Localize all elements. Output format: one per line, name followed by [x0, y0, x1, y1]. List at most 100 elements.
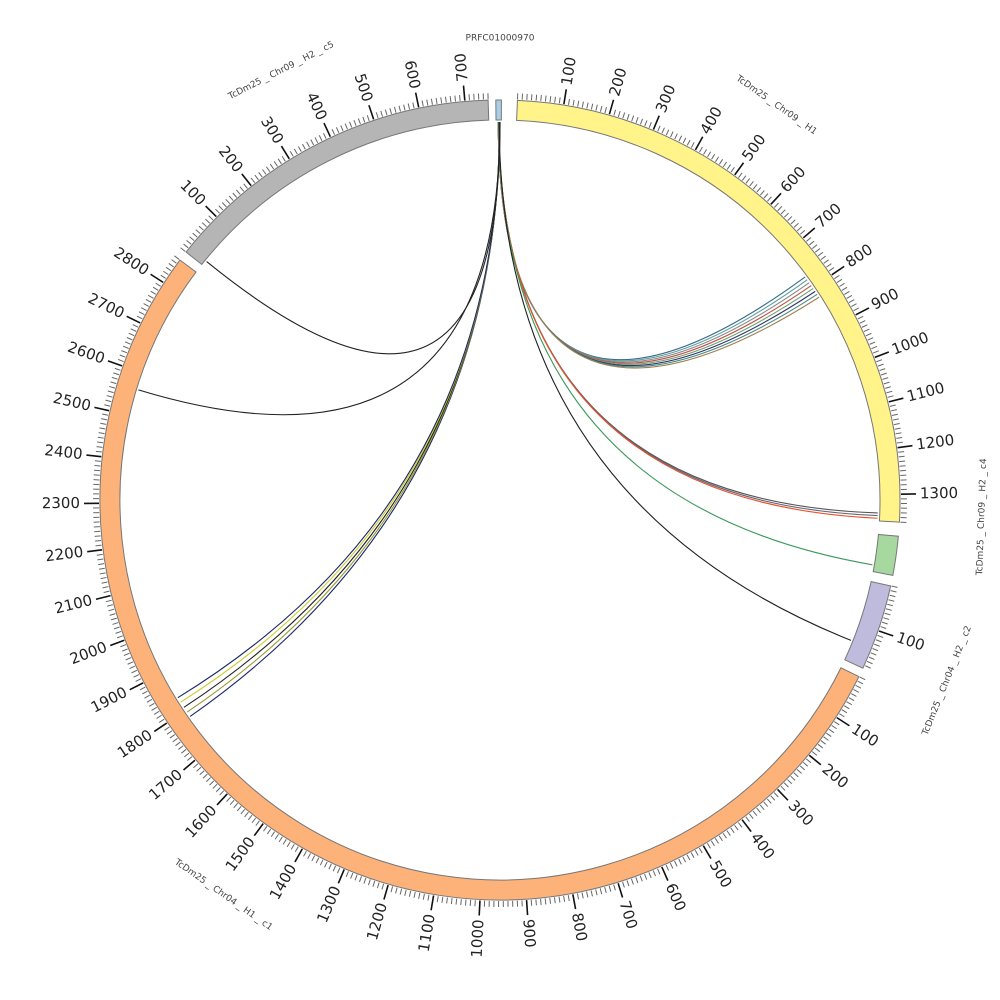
- minor-tick: [859, 320, 866, 324]
- minor-tick: [163, 270, 169, 276]
- minor-tick: [109, 385, 116, 389]
- minor-tick: [698, 847, 703, 854]
- minor-tick: [133, 674, 140, 678]
- minor-tick: [198, 225, 204, 231]
- major-tick: [216, 793, 228, 806]
- minor-tick: [132, 324, 139, 328]
- minor-tick: [877, 634, 884, 638]
- minor-tick: [844, 290, 850, 295]
- minor-tick: [286, 841, 291, 848]
- minor-tick: [586, 891, 589, 898]
- major-tick: [525, 900, 529, 916]
- major-tick: [770, 192, 782, 205]
- minor-tick: [581, 892, 584, 899]
- minor-tick: [255, 820, 260, 826]
- tick-label: 100: [848, 720, 882, 751]
- minor-tick: [859, 676, 866, 681]
- minor-tick: [244, 811, 249, 818]
- minor-tick: [626, 113, 630, 120]
- minor-tick: [111, 376, 118, 380]
- minor-tick: [887, 603, 894, 607]
- minor-tick: [186, 756, 193, 761]
- minor-tick: [674, 860, 678, 867]
- major-tick: [478, 900, 481, 916]
- minor-tick: [376, 882, 380, 889]
- minor-tick: [866, 660, 873, 665]
- minor-tick: [138, 311, 145, 316]
- minor-tick: [883, 381, 890, 385]
- minor-tick: [120, 644, 127, 648]
- minor-tick: [669, 862, 674, 869]
- major-tick: [95, 594, 111, 601]
- minor-tick: [98, 563, 105, 566]
- minor-tick: [143, 303, 150, 307]
- minor-tick: [113, 372, 120, 376]
- minor-tick: [212, 783, 218, 789]
- major-tick: [563, 89, 568, 105]
- tick-label: 400: [747, 829, 779, 863]
- minor-tick: [302, 143, 306, 150]
- minor-tick: [599, 105, 603, 112]
- minor-tick: [136, 315, 143, 320]
- minor-tick: [195, 229, 201, 234]
- minor-tick: [323, 133, 327, 139]
- minor-tick: [328, 863, 332, 870]
- minor-tick: [553, 897, 556, 904]
- minor-tick: [110, 617, 117, 621]
- minor-tick: [770, 795, 776, 801]
- minor-tick: [869, 341, 876, 345]
- minor-tick: [441, 896, 444, 903]
- minor-tick: [759, 804, 765, 810]
- minor-tick: [228, 195, 234, 201]
- minor-tick: [150, 290, 157, 295]
- minor-tick: [109, 613, 116, 616]
- minor-tick: [124, 341, 131, 345]
- minor-tick: [682, 137, 687, 144]
- minor-tick: [741, 175, 747, 181]
- minor-tick: [870, 652, 877, 656]
- major-tick: [129, 682, 144, 691]
- minor-tick: [367, 879, 371, 886]
- minor-tick: [337, 867, 341, 874]
- tick-label: 2000: [67, 638, 109, 668]
- minor-tick: [599, 888, 603, 895]
- minor-tick: [233, 802, 239, 809]
- major-tick: [430, 895, 435, 911]
- minor-tick: [630, 878, 634, 885]
- minor-tick: [718, 835, 723, 842]
- minor-tick: [446, 897, 448, 904]
- minor-tick: [868, 656, 875, 660]
- minor-tick: [780, 785, 786, 791]
- minor-tick: [310, 139, 315, 146]
- minor-tick: [121, 648, 128, 652]
- tick-label: 300: [785, 797, 818, 830]
- major-tick: [802, 227, 816, 239]
- major-tick: [87, 549, 103, 553]
- chromosome-label-H1: TcDm25 _ Chr09 _ H1: [733, 73, 818, 137]
- link-3: [497, 122, 812, 364]
- minor-tick: [871, 345, 878, 350]
- minor-tick: [841, 286, 848, 291]
- minor-tick: [156, 714, 162, 719]
- minor-tick: [820, 255, 827, 261]
- minor-tick: [722, 832, 727, 839]
- tick-label: 2200: [44, 543, 84, 566]
- minor-tick: [558, 896, 561, 903]
- minor-tick: [872, 350, 879, 354]
- minor-tick: [413, 891, 416, 898]
- minor-tick: [805, 758, 812, 764]
- major-tick: [776, 788, 789, 801]
- minor-tick: [809, 240, 815, 246]
- minor-tick: [454, 95, 457, 102]
- major-tick: [741, 819, 752, 833]
- minor-tick: [872, 648, 879, 652]
- minor-tick: [144, 694, 150, 699]
- chromosome-label-Chr04H2: TcDm25 _ Chr04 _ H2 _ c2: [920, 625, 973, 738]
- minor-tick: [218, 205, 224, 211]
- minor-tick: [426, 99, 429, 106]
- minor-tick: [117, 358, 124, 363]
- minor-tick: [208, 215, 214, 221]
- tick-label: 2100: [53, 591, 94, 618]
- minor-tick: [105, 399, 112, 403]
- ideogram-H1: [516, 99, 901, 523]
